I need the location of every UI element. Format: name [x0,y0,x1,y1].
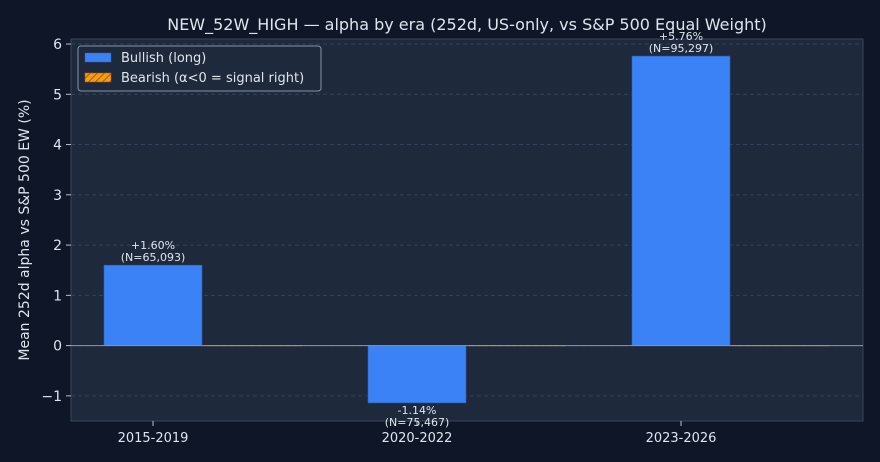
y-tick-label: 6 [53,37,62,53]
plot-area [70,38,864,422]
x-tick-label: 2023-2026 [646,431,717,446]
legend-label-bearish: Bearish (α<0 = signal right) [121,71,304,86]
legend-box [77,45,322,92]
y-tick-label: 4 [53,138,62,154]
data-label-value: +1.60% [131,239,175,252]
data-labels: +1.60%(N=65,093) -1.14%(N=75,467) +5.76%(N… [121,30,714,429]
bar-bullish [631,55,731,346]
legend: Bullish (long) Bearish (α<0 = signal rig… [77,45,322,92]
legend-label-bullish: Bullish (long) [121,51,206,66]
y-tick-label: 0 [53,339,62,355]
chart-title: NEW_52W_HIGH — alpha by era (252d, US-on… [167,15,767,35]
legend-swatch-bearish [84,72,112,83]
data-label-value: +5.76% [659,30,703,43]
y-tick-label: 1 [53,288,62,304]
data-label-count: (N=65,093) [121,251,186,264]
bar-bullish [367,345,467,404]
y-tick-label: 5 [53,87,62,103]
x-tick-label: 2020-2022 [382,431,453,446]
y-tick-label: 2 [53,238,62,254]
y-axis: −1 0 1 2 3 4 5 6 [41,37,71,405]
data-label-count: (N=95,297) [649,42,714,55]
y-tick-label: −1 [41,389,62,405]
data-label-value: -1.14% [398,404,437,417]
y-tick-label: 3 [53,188,62,204]
legend-swatch-bullish [84,52,112,63]
x-tick-label: 2015-2019 [118,431,189,446]
bar-bullish [103,264,203,346]
bars [103,55,830,404]
x-axis: 2015-2019 2020-2022 2023-2026 [118,421,717,446]
y-axis-label: Mean 252d alpha vs S&P 500 EW (%) [17,99,33,360]
data-label-count: (N=75,467) [385,416,450,429]
